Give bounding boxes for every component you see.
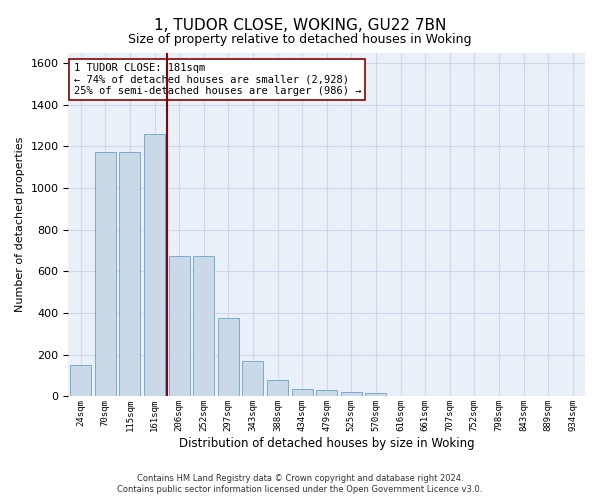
X-axis label: Distribution of detached houses by size in Woking: Distribution of detached houses by size … (179, 437, 475, 450)
Bar (218, 318, 239, 396)
Bar (316, 390, 337, 396)
Bar (341, 392, 362, 396)
Text: 1 TUDOR CLOSE: 181sqm
← 74% of detached houses are smaller (2,928)
25% of semi-d: 1 TUDOR CLOSE: 181sqm ← 74% of detached … (74, 63, 361, 96)
Text: Size of property relative to detached houses in Woking: Size of property relative to detached ho… (128, 32, 472, 46)
Y-axis label: Number of detached properties: Number of detached properties (15, 137, 25, 312)
Bar (267, 380, 288, 396)
Text: Contains HM Land Registry data © Crown copyright and database right 2024.
Contai: Contains HM Land Registry data © Crown c… (118, 474, 482, 494)
Bar (70, 365, 91, 396)
Bar (144, 134, 165, 396)
Bar (119, 152, 140, 396)
Bar (365, 394, 386, 396)
Bar (242, 361, 263, 396)
Text: 1, TUDOR CLOSE, WOKING, GU22 7BN: 1, TUDOR CLOSE, WOKING, GU22 7BN (154, 18, 446, 32)
Bar (95, 152, 116, 396)
Bar (193, 256, 214, 396)
Bar (292, 389, 313, 396)
Bar (169, 256, 190, 396)
